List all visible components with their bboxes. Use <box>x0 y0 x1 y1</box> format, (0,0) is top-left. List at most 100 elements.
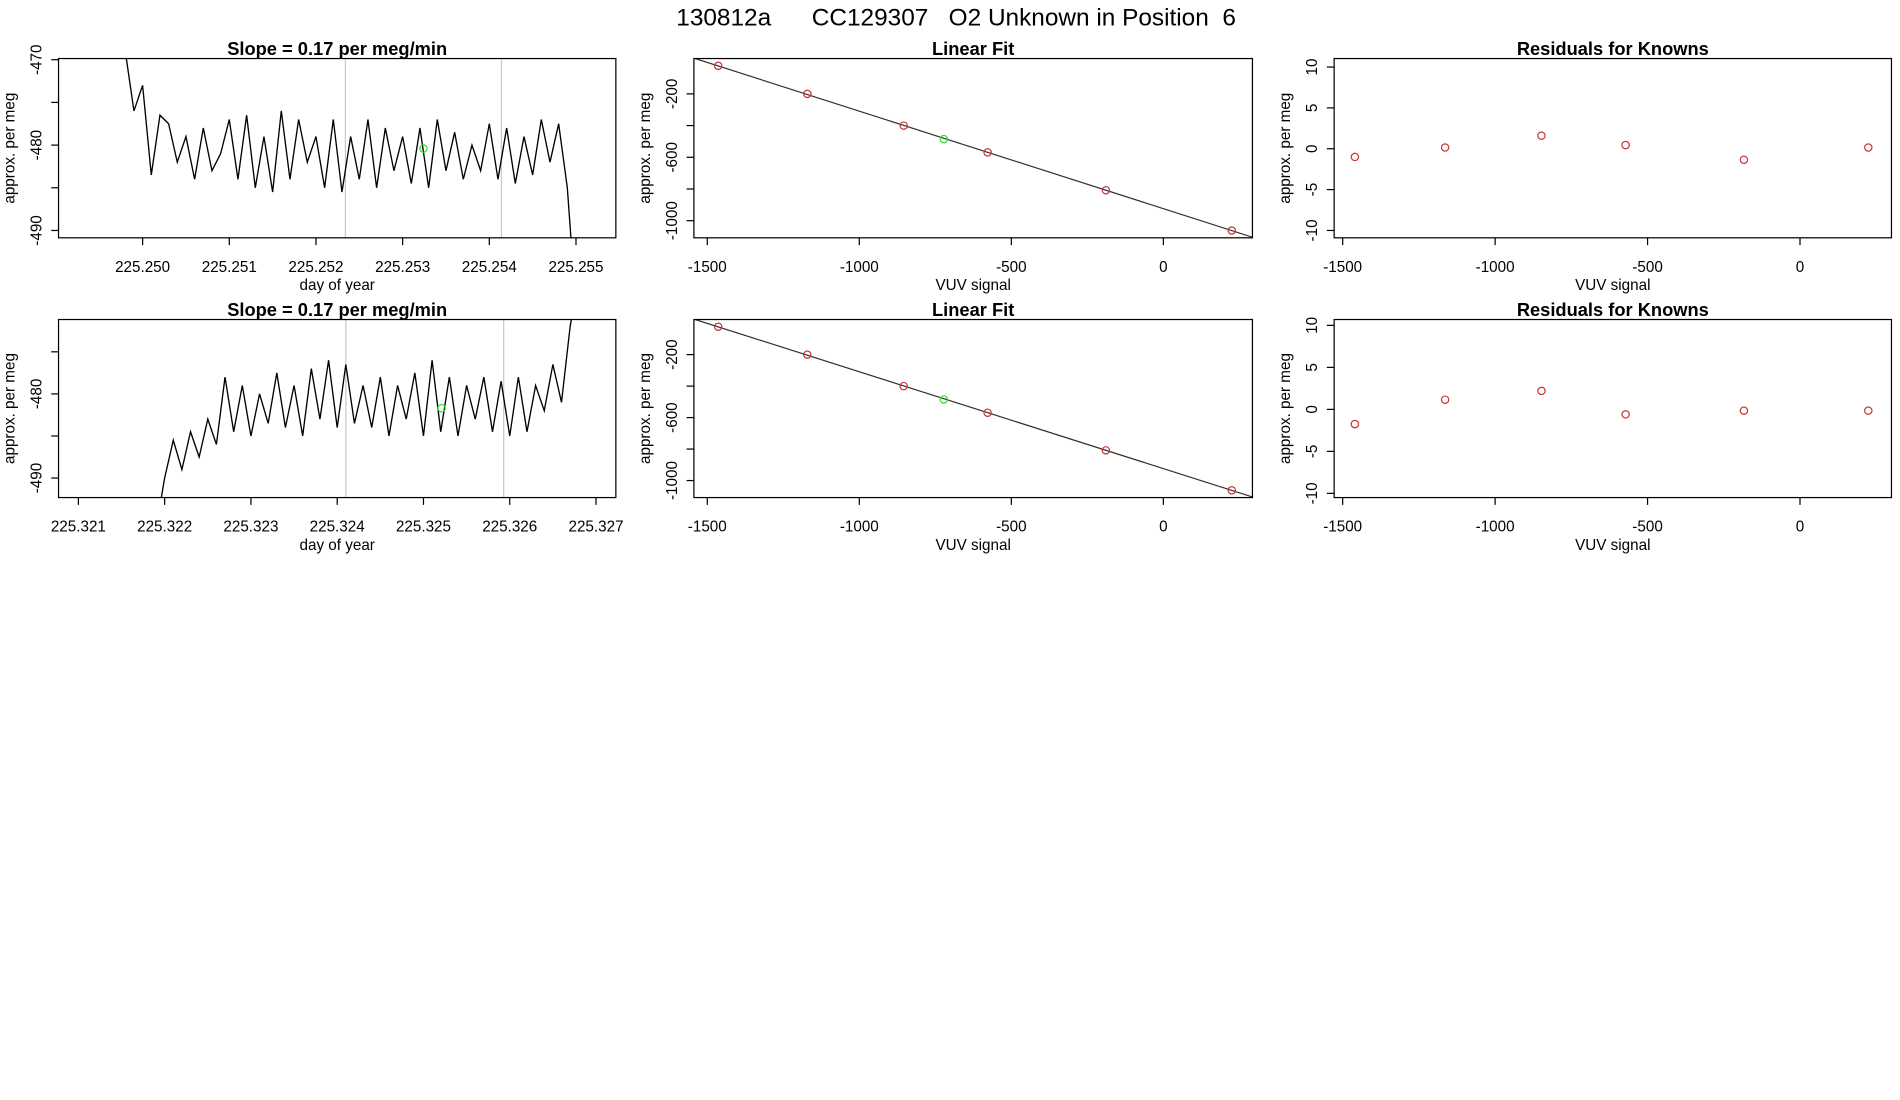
data-point <box>1350 419 1360 429</box>
plot-area <box>1350 131 1873 165</box>
y-tick-label: -10 <box>1304 482 1321 504</box>
x-tick-label: -500 <box>1632 259 1663 276</box>
data-point <box>1350 152 1360 162</box>
data-line <box>160 319 573 498</box>
y-axis-label: approx. per meg <box>637 93 654 204</box>
y-tick-label: 5 <box>1304 363 1321 371</box>
panel-title: Slope = 0.17 per meg/min <box>227 38 447 59</box>
y-tick-label: 5 <box>1304 104 1321 112</box>
x-tick-label: 225.255 <box>548 259 603 276</box>
y-tick-label: -5 <box>1304 183 1321 197</box>
x-axis-label: day of year <box>300 277 375 294</box>
data-point <box>1537 131 1546 140</box>
data-point <box>983 148 992 157</box>
panel: Linear Fit VUV signal approx. per meg -1500… <box>637 38 1254 294</box>
data-point <box>983 408 992 417</box>
y-tick-label: 0 <box>1304 405 1321 413</box>
plot-frame <box>1333 57 1893 239</box>
x-tick-label: -500 <box>1632 519 1663 536</box>
panel-title: Linear Fit <box>932 38 1014 59</box>
y-tick-label: 10 <box>1304 317 1321 334</box>
y-axis-label: approx. per meg <box>1277 93 1294 204</box>
x-axis-label: VUV signal <box>935 277 1010 294</box>
x-tick-label: 225.323 <box>223 519 278 536</box>
data-point <box>1864 143 1873 152</box>
panel: Residuals for Knowns VUV signal approx. pe… <box>1277 38 1893 294</box>
data-point <box>899 121 908 130</box>
x-tick-label: 225.252 <box>288 259 343 276</box>
data-point <box>1227 486 1237 495</box>
x-tick-label: 0 <box>1796 259 1804 276</box>
y-tick-label: -200 <box>664 339 681 370</box>
data-point <box>1864 406 1873 415</box>
x-tick-label: -1500 <box>1323 519 1362 536</box>
data-point <box>1739 406 1749 415</box>
y-tick-label: -1000 <box>664 461 681 500</box>
plot-area <box>160 319 573 498</box>
y-tick-label: 10 <box>1304 59 1321 76</box>
data-point <box>1739 155 1749 165</box>
x-tick-label: 225.250 <box>115 259 170 276</box>
x-tick-label: -1500 <box>688 259 727 276</box>
x-tick-label: 225.327 <box>568 519 623 536</box>
data-point <box>1621 140 1630 150</box>
fit-line <box>693 319 1253 498</box>
fit-line <box>693 58 1253 238</box>
x-tick-label: 225.254 <box>462 259 518 276</box>
data-point <box>1440 395 1450 404</box>
plot-frame <box>57 318 617 499</box>
y-axis-label: approx. per meg <box>2 93 19 204</box>
x-tick-label: 225.321 <box>51 519 106 536</box>
x-tick-label: -1000 <box>1476 259 1515 276</box>
panel-title: Residuals for Knowns <box>1517 299 1709 320</box>
x-tick-label: 225.251 <box>202 259 257 276</box>
y-tick-label: -600 <box>664 402 681 433</box>
panel-title: Slope = 0.17 per meg/min <box>227 299 447 320</box>
data-point <box>1101 185 1111 195</box>
panel-title: Linear Fit <box>932 299 1014 320</box>
data-point <box>1621 410 1630 419</box>
x-tick-label: 0 <box>1159 519 1167 536</box>
x-tick-label: 225.325 <box>396 519 451 536</box>
x-tick-label: 225.322 <box>137 519 192 536</box>
data-point <box>1227 226 1237 235</box>
panel: Slope = 0.17 per meg/min day of year appro… <box>2 299 624 554</box>
x-tick-label: 225.253 <box>375 259 430 276</box>
data-point <box>899 381 908 391</box>
panel: Linear Fit VUV signal approx. per meg -1500… <box>637 299 1254 554</box>
data-point <box>803 89 812 99</box>
data-point <box>713 322 723 332</box>
panel: Residuals for Knowns VUV signal approx. pe… <box>1277 299 1893 554</box>
x-tick-label: -500 <box>996 519 1027 536</box>
x-tick-label: 0 <box>1796 519 1804 536</box>
data-point <box>713 61 723 71</box>
x-axis-label: VUV signal <box>1575 537 1650 554</box>
y-tick-label: -1000 <box>664 201 681 240</box>
x-tick-label: -500 <box>996 259 1027 276</box>
page-title: 130812a CC129307 O2 Unknown in Position … <box>676 5 1236 32</box>
plot-frame <box>57 57 617 239</box>
plot-area <box>125 58 572 238</box>
y-axis-label: approx. per meg <box>637 353 654 464</box>
x-tick-label: -1000 <box>840 519 879 536</box>
data-point <box>803 350 812 359</box>
plot-area <box>693 58 1253 238</box>
x-axis-label: day of year <box>300 537 375 554</box>
plot-area <box>693 319 1253 498</box>
plot-area <box>1350 386 1873 429</box>
y-axis-label: approx. per meg <box>2 353 19 464</box>
x-axis-label: VUV signal <box>935 537 1010 554</box>
y-tick-label: -200 <box>664 79 681 110</box>
highlight-point <box>437 403 446 413</box>
x-tick-label: -1000 <box>840 259 879 276</box>
y-tick-label: -5 <box>1304 445 1321 459</box>
x-tick-label: -1500 <box>1323 259 1362 276</box>
x-tick-label: -1500 <box>688 519 727 536</box>
data-point <box>1440 143 1450 152</box>
y-tick-label: -490 <box>28 463 45 494</box>
x-axis-label: VUV signal <box>1575 277 1650 294</box>
y-axis-label: approx. per meg <box>1277 353 1294 464</box>
data-point <box>1101 446 1111 455</box>
x-tick-label: 225.326 <box>482 519 537 536</box>
